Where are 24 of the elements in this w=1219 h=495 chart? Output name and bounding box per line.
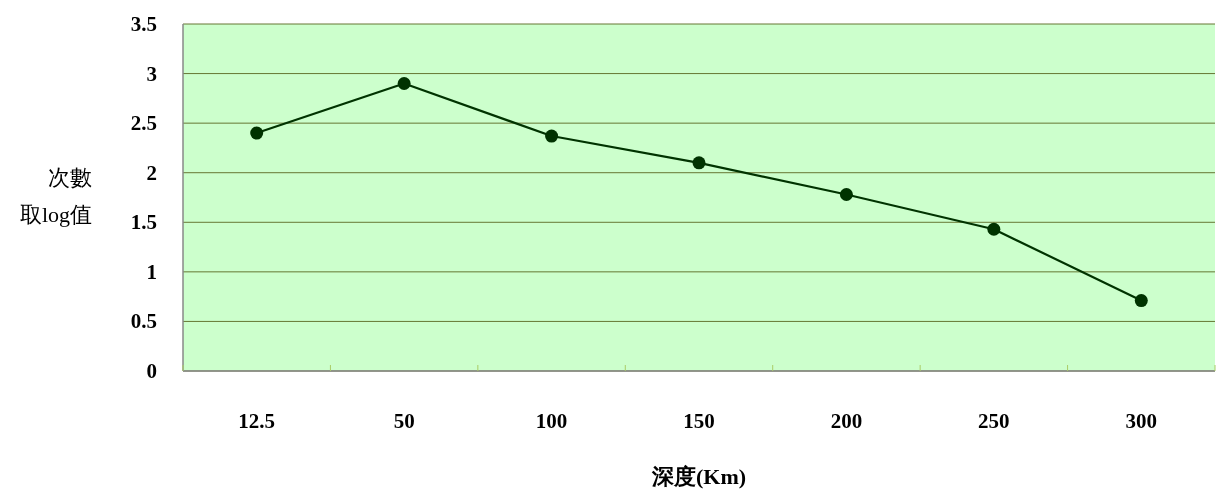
- y-tick-label: 2: [146, 160, 157, 185]
- point: [250, 126, 264, 140]
- y-tick-label: 1: [146, 259, 157, 284]
- x-tick-label: 12.5: [238, 409, 276, 433]
- point: [397, 76, 411, 90]
- point: [1134, 294, 1148, 308]
- y-tick-label: 0.5: [130, 309, 157, 334]
- point: [692, 156, 706, 170]
- x-tick-label: 200: [830, 409, 863, 433]
- y-tick-label: 3.5: [130, 12, 157, 36]
- x-tick-label: 150: [683, 409, 715, 433]
- point: [987, 222, 1001, 236]
- y-tick-label: 3: [146, 61, 157, 86]
- x-tick-label: 100: [535, 409, 568, 433]
- x-axis-title: 深度(Km): [650, 464, 747, 489]
- y-tick-label: 2.5: [130, 111, 157, 136]
- y-axis-title: 次數取log值: [19, 165, 92, 227]
- point: [839, 188, 853, 202]
- x-tick-label: 300: [1125, 409, 1158, 433]
- x-tick-label: 250: [978, 409, 1010, 433]
- x-tick-label: 50: [393, 409, 415, 433]
- y-tick-label: 1.5: [130, 210, 157, 235]
- point: [545, 129, 559, 143]
- y-tick-label: 0: [146, 359, 157, 383]
